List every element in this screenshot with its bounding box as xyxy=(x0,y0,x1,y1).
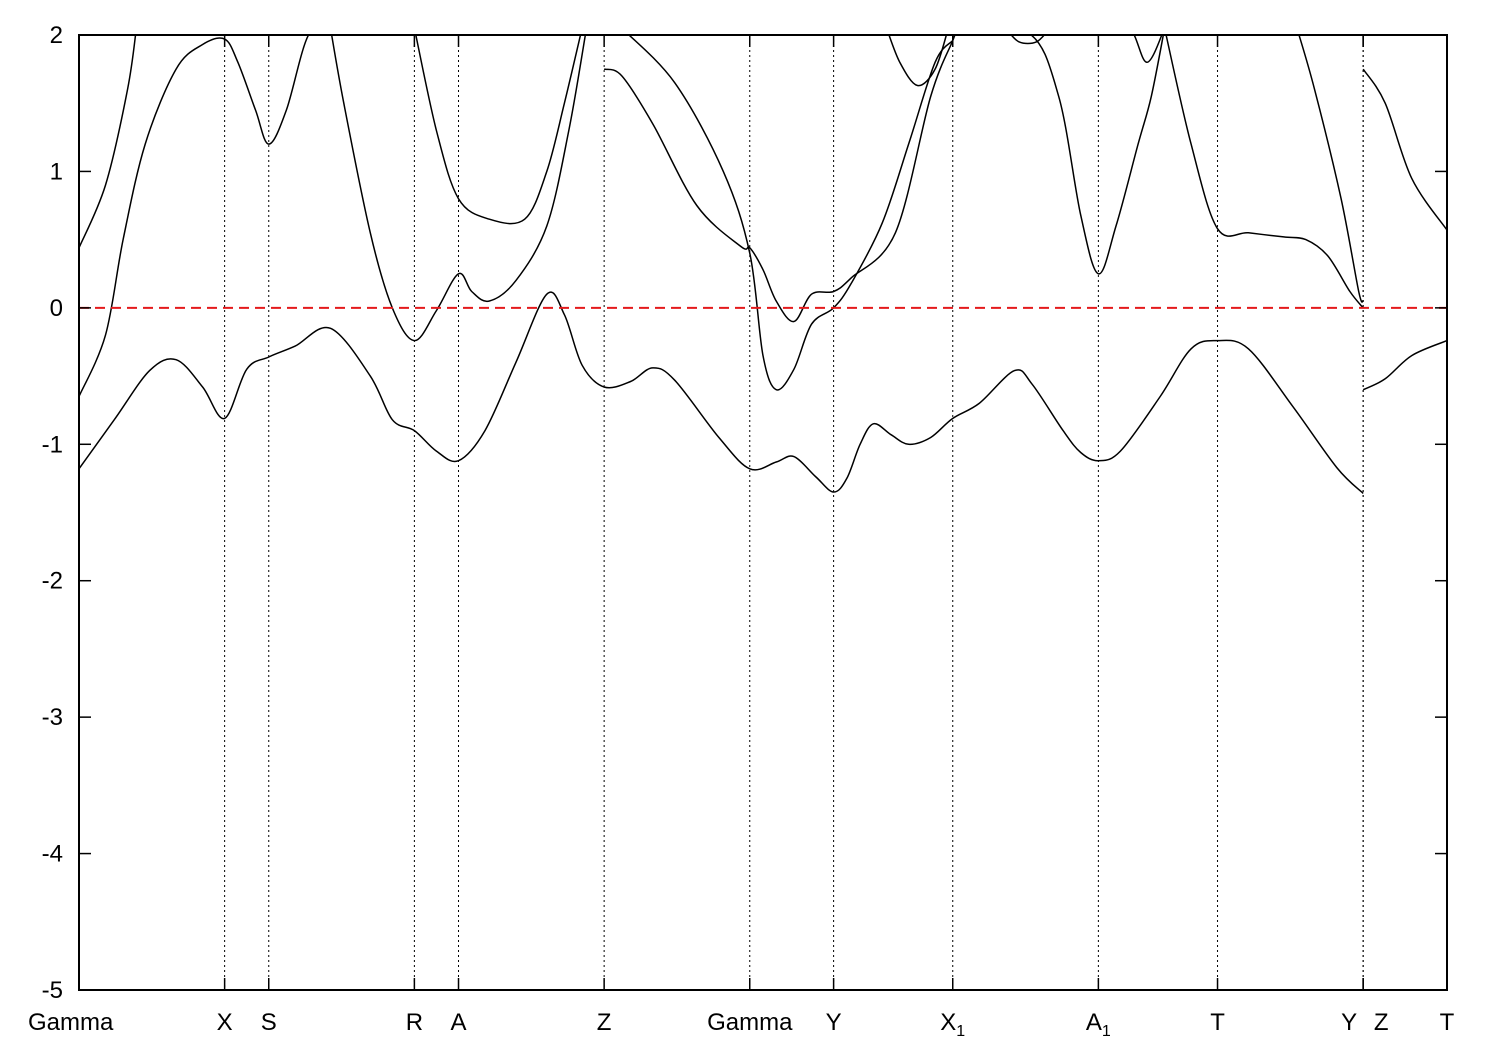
xtick-label: R xyxy=(406,1009,423,1036)
band-line xyxy=(627,35,954,391)
xtick-label: A xyxy=(451,1009,467,1036)
band-line xyxy=(1133,35,1163,64)
ytick-label: -1 xyxy=(42,431,63,458)
band-line xyxy=(1165,35,1364,309)
xtick-label: Z xyxy=(1374,1009,1389,1036)
y-axis: 2 1 0 -1 -2 -3 -4 -5 xyxy=(42,22,1447,1004)
band-line xyxy=(79,291,1364,494)
band-line xyxy=(1029,35,1165,275)
ytick-label: 1 xyxy=(50,158,63,185)
xtick-label: T xyxy=(1440,1009,1455,1036)
xtick-label: X1 xyxy=(940,1009,965,1040)
ytick-label: -4 xyxy=(42,841,63,868)
ytick-label: -5 xyxy=(42,977,63,1004)
band-line xyxy=(1010,35,1046,45)
band-line xyxy=(79,35,137,249)
xtick-subscript: 1 xyxy=(1102,1023,1111,1040)
xtick-label: Gamma xyxy=(707,1009,793,1036)
ytick-label: 0 xyxy=(50,295,63,322)
ytick-label: -2 xyxy=(42,568,63,595)
band-line xyxy=(330,35,587,342)
band-line xyxy=(415,35,582,225)
xtick-label: X xyxy=(217,1009,233,1036)
ytick-label: -3 xyxy=(42,704,63,731)
band-line xyxy=(603,35,956,323)
ytick-label: 2 xyxy=(50,22,63,49)
plot-frame xyxy=(78,34,1448,991)
band-line xyxy=(1362,68,1447,231)
xtick-label: Y xyxy=(1341,1009,1357,1036)
kpoint-guide-lines xyxy=(224,35,1364,990)
band-line xyxy=(1298,35,1364,303)
band-curves xyxy=(79,35,1447,494)
xtick-label: Gamma xyxy=(28,1009,114,1036)
xtick-label: Y xyxy=(826,1009,842,1036)
xtick-label: Z xyxy=(597,1009,612,1036)
band-line xyxy=(888,35,948,87)
xtick-subscript: 1 xyxy=(956,1023,965,1040)
xtick-label: T xyxy=(1210,1009,1225,1036)
xtick-label: A1 xyxy=(1086,1009,1111,1040)
band-line xyxy=(79,35,310,397)
band-line xyxy=(1362,339,1447,391)
x-axis: Gamma X S R A Z Gamma Y X1 A1 T Y Z T xyxy=(28,35,1455,1040)
xtick-label: S xyxy=(261,1009,277,1036)
